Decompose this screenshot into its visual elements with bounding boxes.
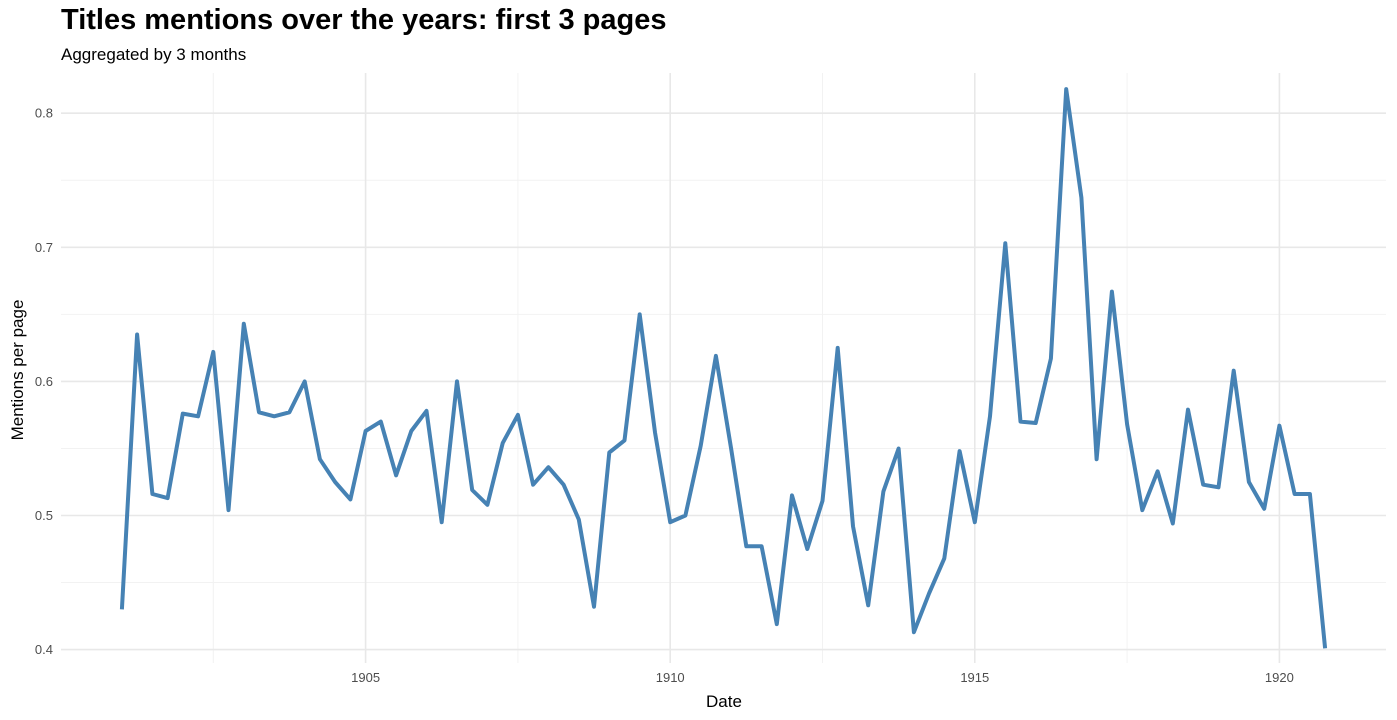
- chart-title: Titles mentions over the years: first 3 …: [61, 4, 667, 36]
- y-tick-label: 0.5: [35, 508, 53, 523]
- y-tick-label: 0.7: [35, 240, 53, 255]
- x-tick-label: 1920: [1265, 670, 1294, 685]
- x-tick-label: 1905: [351, 670, 380, 685]
- y-tick-label: 0.4: [35, 642, 53, 657]
- chart-subtitle: Aggregated by 3 months: [61, 45, 247, 64]
- minor-gridlines: [61, 73, 1386, 663]
- x-axis-title: Date: [706, 692, 742, 711]
- x-tick-label: 1910: [656, 670, 685, 685]
- data-layer: [119, 87, 1328, 649]
- x-axis-ticks: 1905 1910 1915 1920: [351, 670, 1294, 685]
- y-axis-title: Mentions per page: [8, 300, 27, 441]
- major-gridlines: [61, 73, 1386, 663]
- x-tick-label: 1915: [960, 670, 989, 685]
- y-axis-ticks: 0.4 0.5 0.6 0.7 0.8: [35, 106, 53, 657]
- y-tick-label: 0.8: [35, 106, 53, 121]
- series-line: [119, 87, 1328, 649]
- y-tick-label: 0.6: [35, 374, 53, 389]
